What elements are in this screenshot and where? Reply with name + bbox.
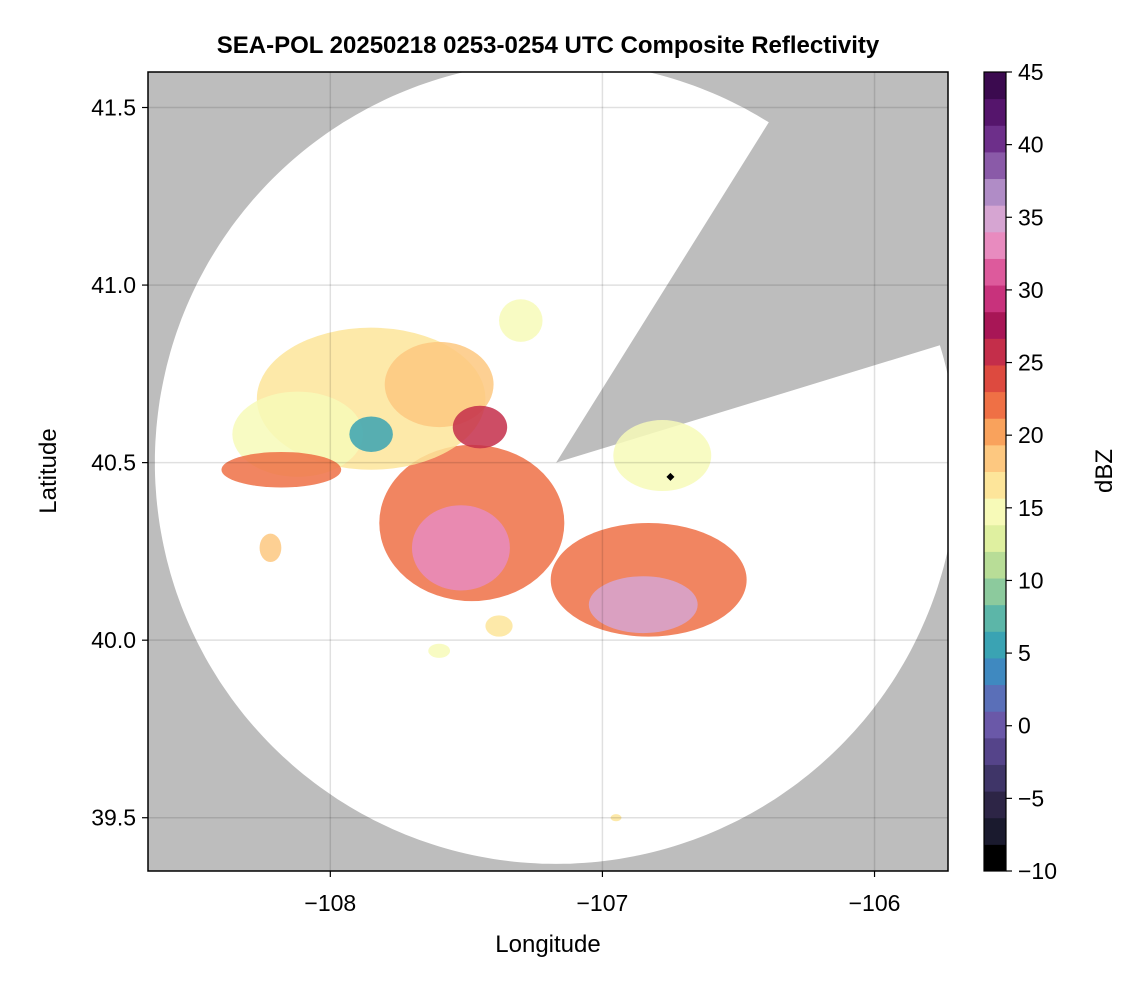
colorbar-segment (984, 524, 1006, 552)
x-axis: −108 −107 −106 (304, 871, 900, 916)
colorbar-segment (984, 631, 1006, 659)
y-tick-label: 40.5 (91, 450, 136, 476)
colorbar-segment (984, 764, 1006, 792)
colorbar-tick-label: −10 (1018, 858, 1057, 884)
marker-layer (666, 472, 675, 481)
coverage-disc (154, 72, 948, 864)
colorbar-tick-label: −5 (1018, 785, 1044, 811)
colorbar-segment (984, 72, 1006, 100)
colorbar-segment (984, 418, 1006, 446)
colorbar-segment (984, 604, 1006, 632)
chart-title: SEA-POL 20250218 0253-0254 UTC Composite… (216, 32, 880, 59)
y-tick-label: 39.5 (91, 805, 136, 831)
colorbar-segment (984, 258, 1006, 286)
colorbar-segment (984, 151, 1006, 180)
plot-frame (147, 71, 949, 872)
colorbar-segment (984, 578, 1006, 606)
colorbar-segment (984, 444, 1006, 472)
colorbar-segment (984, 711, 1006, 739)
colorbar-tick-label: 15 (1018, 495, 1044, 521)
colorbar-segment (984, 471, 1006, 499)
colorbar-frame (983, 71, 1007, 872)
colorbar-segment (984, 551, 1006, 579)
echo-cell (613, 420, 712, 492)
x-tick-label: −106 (849, 890, 901, 916)
echo-cell (610, 814, 622, 822)
x-axis-label: Longitude (495, 931, 600, 958)
y-tick-label: 40.0 (91, 627, 136, 653)
site-marker (666, 472, 675, 481)
colorbar-segment (984, 285, 1006, 313)
colorbar-tick-label: 35 (1018, 204, 1044, 230)
colorbar-tick-label: 40 (1018, 132, 1044, 158)
colorbar-segment (984, 684, 1006, 712)
colorbar-tick-label: 45 (1018, 59, 1044, 85)
y-axis-label: Latitude (35, 428, 62, 513)
x-tick-label: −107 (577, 890, 629, 916)
colorbar-segment (984, 391, 1006, 419)
colorbar-tick-label: 5 (1018, 640, 1031, 666)
colorbar-segment (984, 125, 1006, 153)
colorbar-tick-label: 20 (1018, 422, 1044, 448)
echo-cell (221, 451, 342, 488)
y-axis: 39.5 40.0 40.5 41.0 41.5 (91, 95, 148, 831)
colorbar-segment (984, 791, 1006, 819)
echo-cell (588, 576, 698, 634)
colorbar-tick-label: 10 (1018, 567, 1044, 593)
echo-layer (221, 299, 747, 822)
colorbar-segment (984, 817, 1006, 845)
x-tick-label: −108 (304, 890, 356, 916)
colorbar: −10 −5 0 5 10 15 20 25 30 35 40 45 (983, 59, 1057, 884)
colorbar-tick-label: 25 (1018, 350, 1044, 376)
colorbar-segment (984, 498, 1006, 526)
colorbar-segment (984, 205, 1006, 233)
echo-cell (452, 405, 508, 449)
colorbar-segment (984, 338, 1006, 366)
radar-coverage (154, 72, 948, 864)
colorbar-segment (984, 737, 1006, 765)
colorbar-segment (984, 98, 1006, 126)
colorbar-tick-label: 0 (1018, 713, 1031, 739)
colorbar-tick-label: 30 (1018, 277, 1044, 303)
colorbar-segment (984, 178, 1006, 206)
colorbar-segment (984, 364, 1006, 393)
colorbar-segment (984, 311, 1006, 339)
colorbar-segment (984, 657, 1006, 686)
colorbar-segment (984, 844, 1006, 872)
echo-cell (349, 416, 393, 452)
y-tick-label: 41.0 (91, 272, 136, 298)
echo-cell (428, 643, 451, 658)
echo-cell (384, 341, 494, 428)
colorbar-segment (984, 231, 1006, 259)
echo-cell (485, 615, 513, 637)
grid-lines (148, 72, 948, 871)
echo-cell (259, 533, 282, 563)
colorbar-label: dBZ (1091, 449, 1118, 493)
echo-cell (499, 299, 543, 342)
y-tick-label: 41.5 (91, 95, 136, 121)
echo-cell (411, 505, 510, 591)
